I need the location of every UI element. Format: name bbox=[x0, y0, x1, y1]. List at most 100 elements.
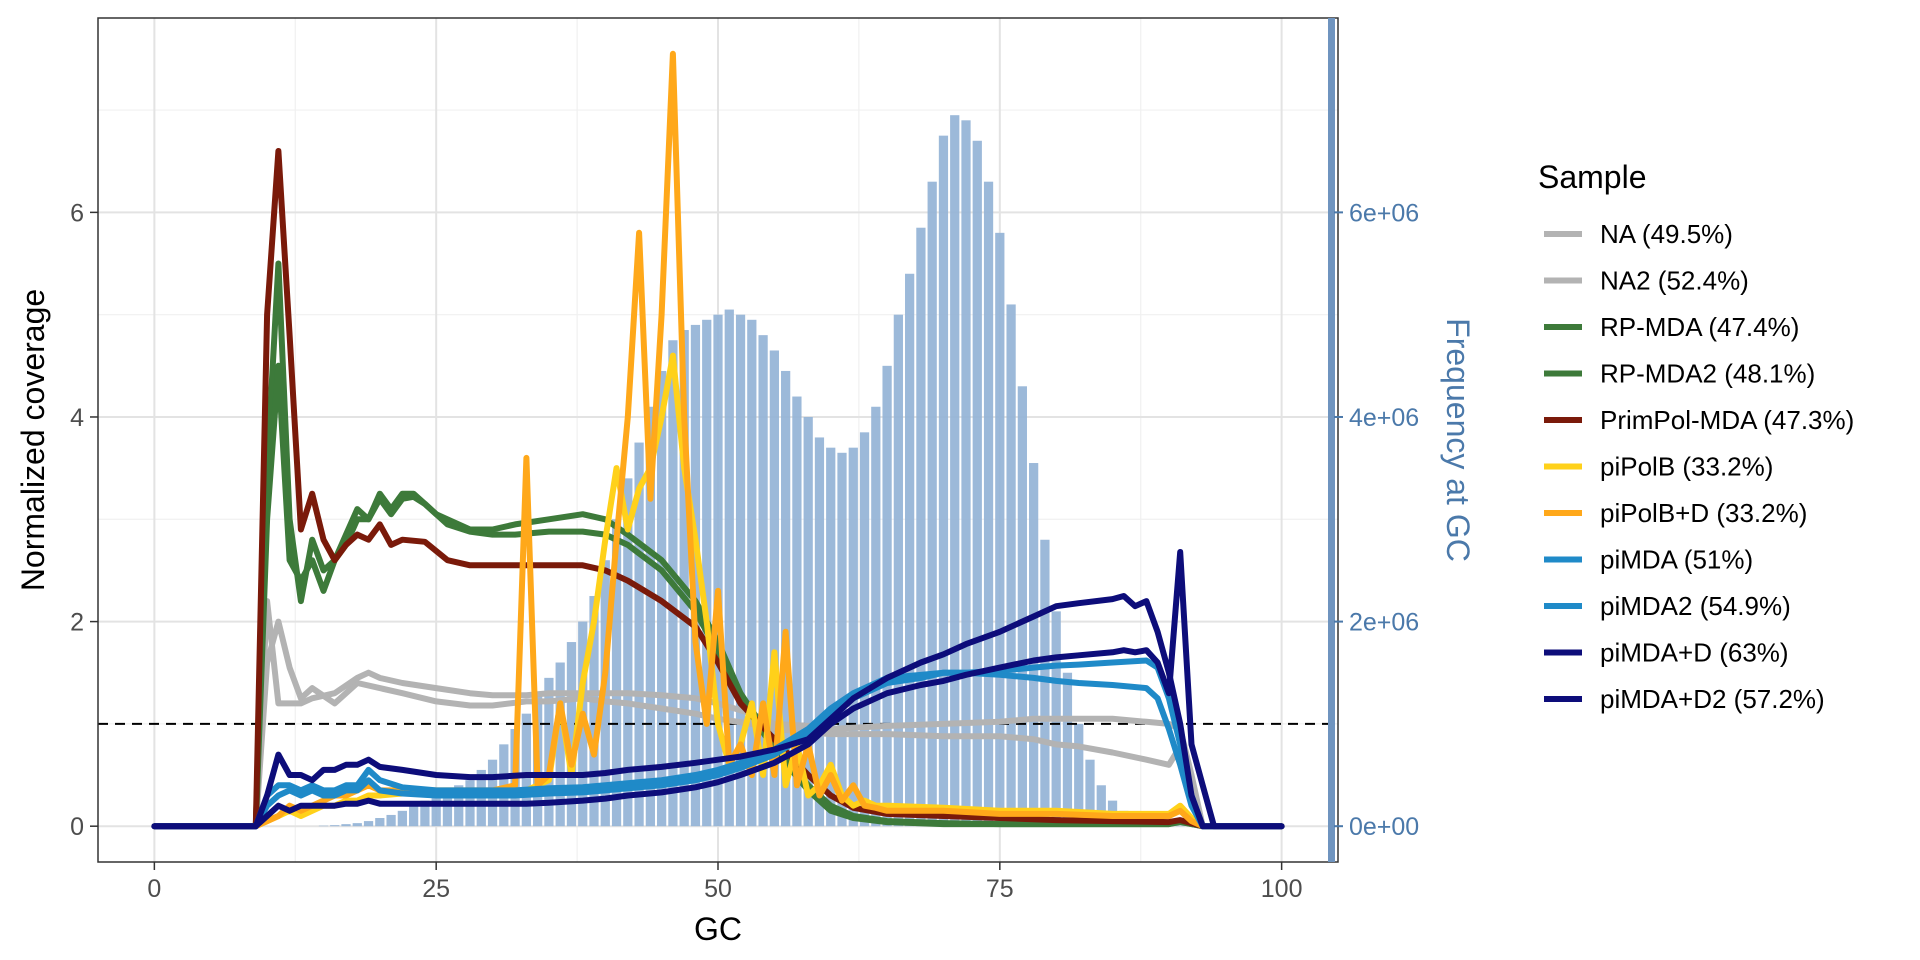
x-tick-label: 75 bbox=[986, 875, 1014, 903]
legend: Sample NA (49.5%) NA2 (52.4%) RP-MDA (47.4… bbox=[1538, 159, 1854, 714]
histogram-bar bbox=[983, 181, 994, 827]
legend-label: piMDA+D (63%) bbox=[1600, 638, 1789, 668]
histogram-bar bbox=[634, 442, 644, 827]
coverage-lines bbox=[151, 50, 1285, 830]
histogram-bar bbox=[702, 319, 712, 827]
histogram-bar bbox=[341, 824, 351, 827]
y2-tick-label: 2e+06 bbox=[1349, 609, 1419, 637]
histogram-bar bbox=[1085, 759, 1095, 827]
legend-label: piMDA2 (54.9%) bbox=[1600, 591, 1791, 621]
y-tick-label: 4 bbox=[70, 404, 84, 432]
histogram-bar bbox=[1175, 825, 1185, 827]
x-tick-label: 100 bbox=[1261, 875, 1303, 903]
legend-label: PrimPol-MDA (47.3%) bbox=[1600, 405, 1854, 435]
histogram-bar bbox=[1029, 463, 1039, 827]
legend-label: RP-MDA (47.4%) bbox=[1600, 312, 1799, 342]
histogram-bar bbox=[679, 330, 689, 827]
histogram-bar bbox=[589, 596, 599, 827]
y-tick-label: 0 bbox=[70, 813, 84, 841]
histogram-bar bbox=[442, 790, 453, 827]
legend-label: RP-MDA2 (48.1%) bbox=[1600, 359, 1815, 389]
histogram-bar bbox=[735, 314, 746, 827]
legend-label: piPolB+D (33.2%) bbox=[1600, 498, 1807, 528]
histogram-bar bbox=[431, 795, 441, 827]
histogram-bar bbox=[927, 181, 937, 827]
histogram-bar bbox=[1006, 304, 1016, 827]
histogram-bar bbox=[837, 452, 847, 827]
histogram-bar bbox=[521, 713, 531, 827]
histogram-bar bbox=[544, 677, 554, 827]
histogram-bar bbox=[375, 818, 385, 827]
histogram-bar bbox=[781, 370, 791, 827]
histogram-bar bbox=[1074, 723, 1084, 827]
series-line bbox=[151, 669, 1285, 830]
series-line bbox=[151, 593, 1285, 830]
series-line bbox=[151, 352, 1285, 830]
y-axis-ticks: 0 2 4 6 bbox=[70, 199, 98, 841]
histogram-bar bbox=[905, 273, 915, 827]
secondary-axis bbox=[1328, 18, 1335, 862]
y2-tick-label: 0e+00 bbox=[1349, 813, 1419, 841]
y2-axis-title: Frequency at GC bbox=[1440, 318, 1476, 562]
histogram-bar bbox=[769, 350, 779, 827]
histogram-bar bbox=[330, 825, 340, 827]
x-axis-ticks: 0 25 50 75 100 bbox=[147, 862, 1302, 903]
histogram-bar bbox=[690, 324, 701, 827]
x-axis-title: GC bbox=[694, 911, 742, 947]
histogram-bar bbox=[972, 140, 982, 827]
histogram-bar bbox=[1017, 386, 1027, 827]
histogram-bar bbox=[826, 447, 836, 827]
y2-tick-label: 4e+06 bbox=[1349, 404, 1419, 432]
histogram-bar bbox=[713, 314, 723, 827]
histogram-bar bbox=[814, 437, 825, 827]
y-tick-label: 6 bbox=[70, 199, 84, 227]
histogram-bar bbox=[848, 447, 858, 827]
histogram-bar bbox=[566, 642, 577, 827]
histogram-bar bbox=[938, 135, 949, 827]
y2-tick-label: 6e+06 bbox=[1349, 199, 1419, 227]
histogram-bar bbox=[871, 406, 881, 827]
y2-axis-ticks: 0e+00 2e+06 4e+06 6e+06 bbox=[1334, 199, 1419, 841]
histogram-bar bbox=[409, 805, 419, 827]
histogram-bar bbox=[882, 365, 892, 827]
x-tick-label: 50 bbox=[704, 875, 732, 903]
histogram-bar bbox=[916, 227, 926, 827]
histogram-bar bbox=[893, 314, 903, 827]
histogram-bar bbox=[950, 115, 960, 827]
histogram-bar bbox=[758, 335, 768, 827]
histogram-bar bbox=[397, 810, 407, 827]
histogram-bar bbox=[995, 232, 1005, 827]
histogram-bar bbox=[803, 416, 813, 827]
x-tick-label: 25 bbox=[422, 875, 450, 903]
histogram-bar bbox=[611, 519, 622, 827]
legend-title: Sample bbox=[1538, 159, 1647, 195]
series-line bbox=[151, 362, 1285, 830]
histogram-bar bbox=[645, 406, 655, 827]
y-axis-title: Normalized coverage bbox=[15, 289, 51, 591]
histogram-bar bbox=[363, 821, 374, 827]
legend-label: NA (49.5%) bbox=[1600, 219, 1733, 249]
series-line bbox=[151, 549, 1285, 830]
histogram-bar bbox=[1096, 785, 1106, 827]
legend-entries: NA (49.5%) NA2 (52.4%) RP-MDA (47.4%) RP-MD… bbox=[1544, 219, 1854, 714]
histogram-bar bbox=[792, 396, 802, 827]
histogram-bar bbox=[352, 823, 362, 827]
histogram-bar bbox=[386, 814, 396, 827]
y-tick-label: 2 bbox=[70, 609, 84, 637]
histogram-bar bbox=[555, 662, 565, 827]
series-line bbox=[151, 148, 1285, 830]
histogram-bar bbox=[859, 432, 870, 827]
legend-label: piMDA+D2 (57.2%) bbox=[1600, 684, 1825, 714]
histogram-bar bbox=[623, 478, 633, 827]
histogram-bar bbox=[747, 319, 757, 827]
series-line bbox=[151, 598, 1285, 830]
histogram-bar bbox=[318, 825, 329, 827]
histogram-bar bbox=[1062, 672, 1073, 827]
secondary-axis-line bbox=[1328, 18, 1335, 862]
legend-label: piPolB (33.2%) bbox=[1600, 452, 1773, 482]
legend-label: NA2 (52.4%) bbox=[1600, 266, 1749, 296]
legend-label: piMDA (51%) bbox=[1600, 545, 1753, 575]
histogram-bar bbox=[1040, 539, 1050, 827]
histogram-bar bbox=[724, 309, 734, 827]
